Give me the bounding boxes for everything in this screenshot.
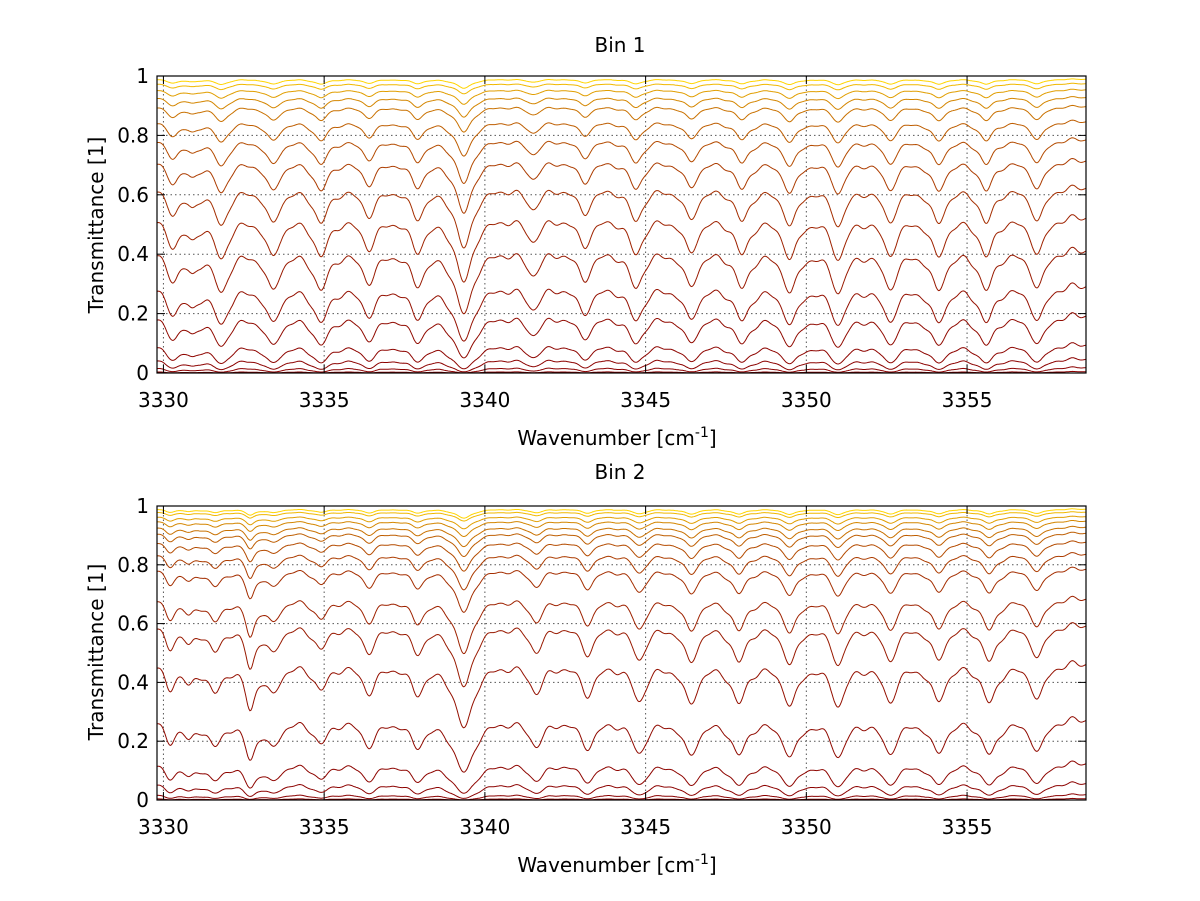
x-tick-label: 3330 [138,815,189,839]
y-tick-label: 0.2 [117,729,149,753]
spectra-lines [156,78,1087,374]
spectrum-line [157,366,1087,374]
spectrum-line [157,595,1087,655]
x-axis-label-close: ] [709,853,717,877]
spectrum-line [156,520,1087,538]
y-tick-label: 0.6 [117,183,149,207]
spectrum-line [156,622,1087,688]
spectrum-line [157,82,1086,95]
x-tick-label: 3355 [942,815,993,839]
spectrum-line [156,78,1086,89]
y-tick-label: 0 [136,361,149,385]
axes-frame [156,505,1087,801]
y-tick-label: 0 [136,788,149,812]
y-tick-label: 1 [136,64,149,88]
y-ticks: 0 0.2 0.4 0.6 0.8 1 [117,494,1086,812]
y-tick-label: 0.6 [117,612,149,636]
x-tick-label: 3335 [299,388,350,412]
x-tick-label: 3350 [781,388,832,412]
plot-panel-bin-2: Bin 2 3330 3335 3340 3345 3350 3355 0 0.2 0.4 0.… [84,460,1087,877]
y-tick-label: 0.4 [117,670,149,694]
spectrum-line [157,511,1086,522]
x-ticks: 3330 3335 3340 3345 3350 3355 [138,76,993,412]
x-axis-label-main: Wavenumber [cm [517,853,695,877]
spectrum-line [157,96,1087,118]
x-tick-label: 3345 [620,388,671,412]
x-tick-label: 3350 [781,815,832,839]
x-tick-label: 3330 [138,388,189,412]
spectrum-line [157,566,1087,613]
x-axis-label-close: ] [709,426,717,450]
x-tick-label: 3345 [620,815,671,839]
spectrum-line [156,793,1087,801]
y-tick-label: 0.4 [117,242,149,266]
plot-title: Bin 1 [594,33,645,57]
spectrum-line [156,157,1087,214]
x-ticks: 3330 3335 3340 3345 3350 3355 [138,506,993,839]
spectrum-line [157,119,1087,157]
spectrum-line [157,540,1087,572]
spectrum-line [156,357,1087,373]
x-axis-label: Wavenumber [cm-1] [517,425,716,450]
spectrum-line [157,137,1087,185]
spectrum-line [156,214,1087,283]
x-axis-label-main: Wavenumber [cm [517,426,695,450]
x-axis-label-exponent: -1 [695,425,709,441]
spectrum-line [156,660,1087,729]
spectrum-line [157,781,1087,799]
spectrum-line [156,531,1087,558]
x-tick-label: 3340 [459,388,510,412]
spectrum-line [157,515,1087,530]
y-axis-label: Transmittance [1] [84,564,108,742]
spectrum-line [156,716,1087,773]
spectrum-line [157,88,1087,105]
spectrum-line [156,342,1087,370]
spectrum-line [156,246,1087,315]
spectrum-line [157,508,1087,519]
x-tick-label: 3355 [942,388,993,412]
y-tick-label: 0.8 [117,123,149,147]
axes-frame [156,75,1087,374]
spectrum-line [156,312,1087,359]
y-tick-label: 0.8 [117,553,149,577]
plot-panel-bin-1: Bin 1 3330 3335 3340 3345 3350 3355 0 0.2 0.4 0.… [84,33,1087,450]
spectrum-line [156,552,1087,591]
x-tick-label: 3335 [299,815,350,839]
x-axis-label-exponent: -1 [695,852,709,868]
x-tick-label: 3340 [459,815,510,839]
plot-title: Bin 2 [594,460,645,484]
y-ticks: 0 0.2 0.4 0.6 0.8 1 [117,64,1086,385]
y-axis-label: Transmittance [1] [84,137,108,315]
spectrum-line [156,525,1087,548]
y-tick-label: 0.2 [117,302,149,326]
x-axis-label: Wavenumber [cm-1] [517,852,716,877]
spectrum-line [157,104,1087,133]
spectrum-line [156,282,1087,342]
spectra-lines [156,508,1087,801]
spectrum-line [156,184,1087,249]
y-tick-label: 1 [136,494,149,518]
spectrum-line [157,760,1087,794]
